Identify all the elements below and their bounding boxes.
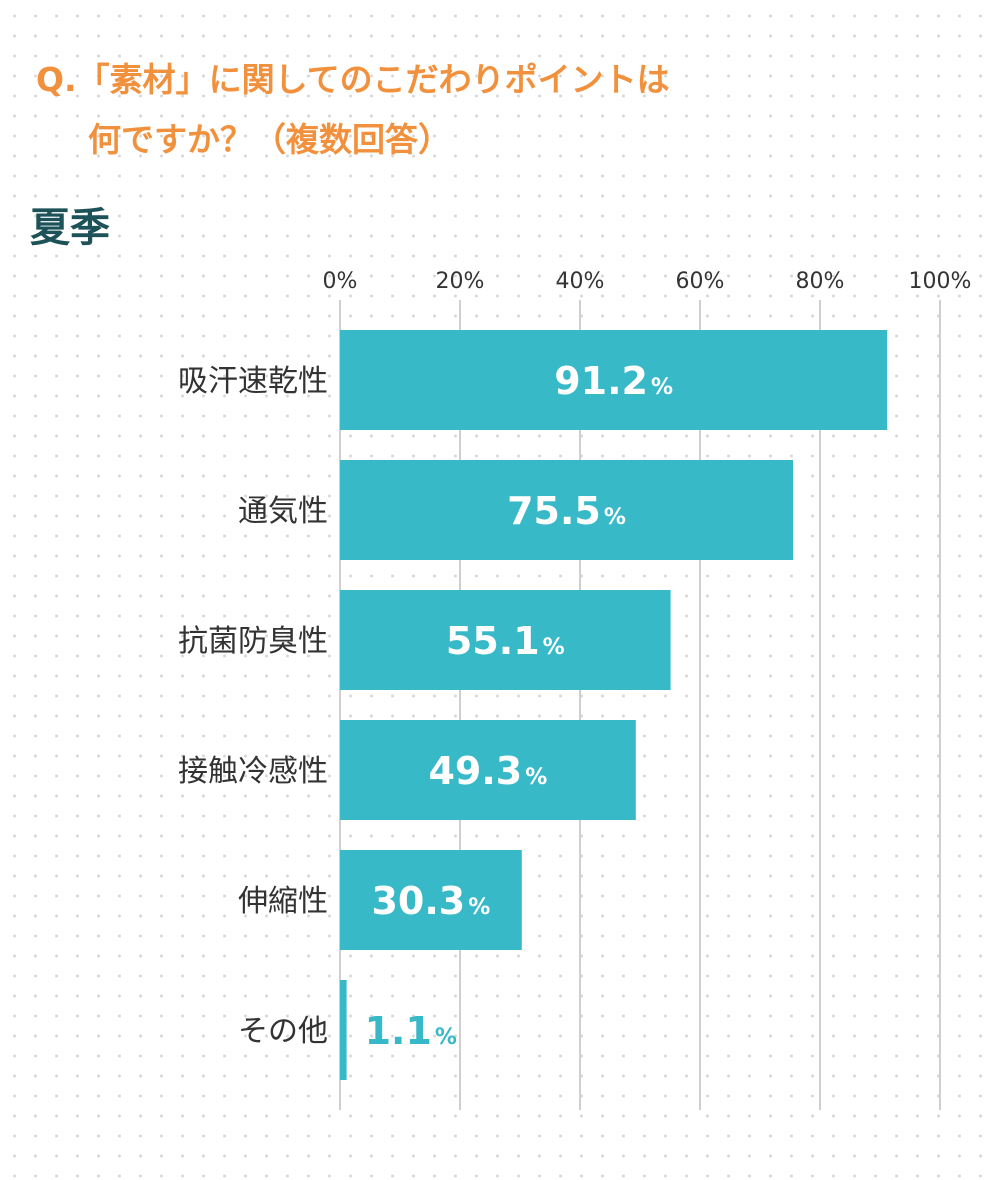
category-label: 接触冷感性	[178, 754, 328, 789]
bar-3	[340, 590, 671, 690]
value-label: 1.1%	[365, 1009, 457, 1053]
value-label: 30.3%	[371, 879, 490, 923]
bar-5	[340, 850, 522, 950]
value-label: 49.3%	[428, 749, 547, 793]
category-label: 吸汗速乾性	[178, 364, 328, 399]
chart-title: Q.「素材」に関してのこだわりポイントは 何ですか？（複数回答）	[36, 50, 976, 170]
value-label: 91.2%	[554, 359, 673, 403]
season-label: 夏季	[30, 205, 110, 251]
value-label: 55.1%	[446, 619, 565, 663]
category-label: 通気性	[238, 494, 328, 529]
bar-6	[340, 980, 347, 1080]
category-label: その他	[238, 1014, 328, 1049]
value-label: 75.5%	[507, 489, 626, 533]
bar-4	[340, 720, 636, 820]
x-tick-label: 40%	[556, 269, 605, 294]
x-tick-label: 100%	[909, 269, 972, 294]
x-tick-label: 80%	[796, 269, 845, 294]
title-line-1: Q.「素材」に関してのこだわりポイントは	[36, 60, 670, 99]
x-tick-label: 60%	[676, 269, 725, 294]
category-label: 抗菌防臭性	[178, 624, 328, 659]
bar-1	[340, 330, 888, 430]
category-label: 伸縮性	[238, 884, 328, 919]
bar-2	[340, 460, 793, 560]
title-line-2: 何ですか？（複数回答）	[88, 120, 451, 159]
x-tick-label: 0%	[323, 269, 358, 294]
x-tick-label: 20%	[436, 269, 485, 294]
